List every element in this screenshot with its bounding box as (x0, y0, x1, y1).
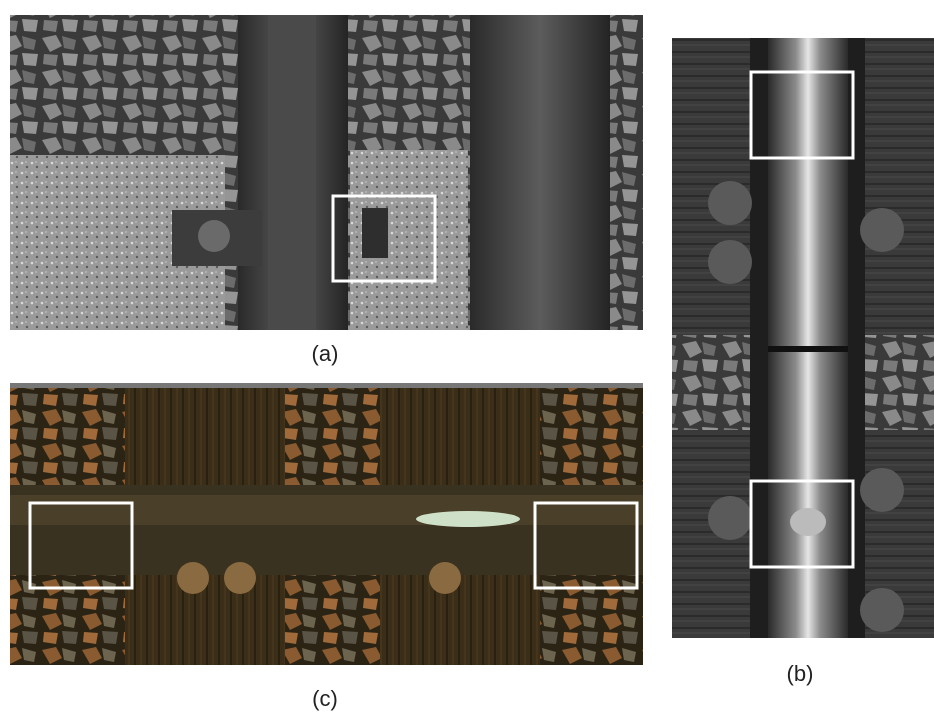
photo-a (10, 15, 643, 330)
panel-label: (a) (312, 341, 339, 366)
photo-c (10, 383, 643, 665)
photo-b (672, 38, 934, 638)
figure: (a) (b) (c) (0, 0, 934, 715)
panel-label: (c) (312, 686, 338, 711)
panel-label: (b) (787, 661, 814, 686)
